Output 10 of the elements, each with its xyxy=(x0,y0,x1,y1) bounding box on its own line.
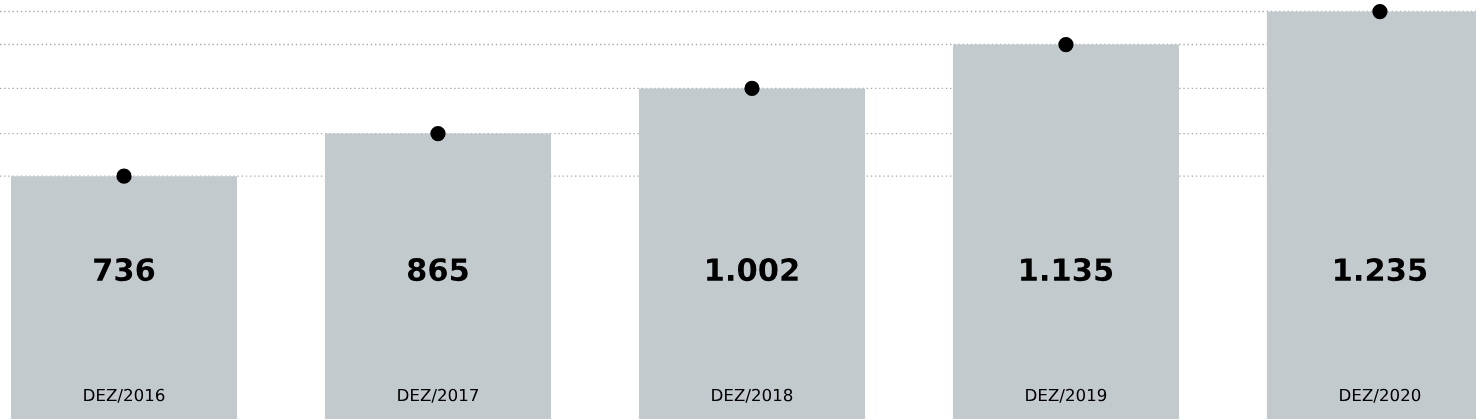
data-label: 736 xyxy=(94,258,155,282)
x-tick-label: DEZ/2019 xyxy=(1026,388,1107,403)
x-tick-label: DEZ/2017 xyxy=(398,388,478,403)
data-label: 1.235 xyxy=(1335,258,1427,282)
x-tick-label: DEZ/2020 xyxy=(1340,388,1421,403)
data-label: 1.002 xyxy=(707,258,798,282)
x-tick-label: DEZ/2016 xyxy=(84,388,165,403)
x-tick-label: DEZ/2018 xyxy=(712,388,793,403)
data-label: 865 xyxy=(407,258,468,282)
data-label: 1.135 xyxy=(1021,258,1113,282)
